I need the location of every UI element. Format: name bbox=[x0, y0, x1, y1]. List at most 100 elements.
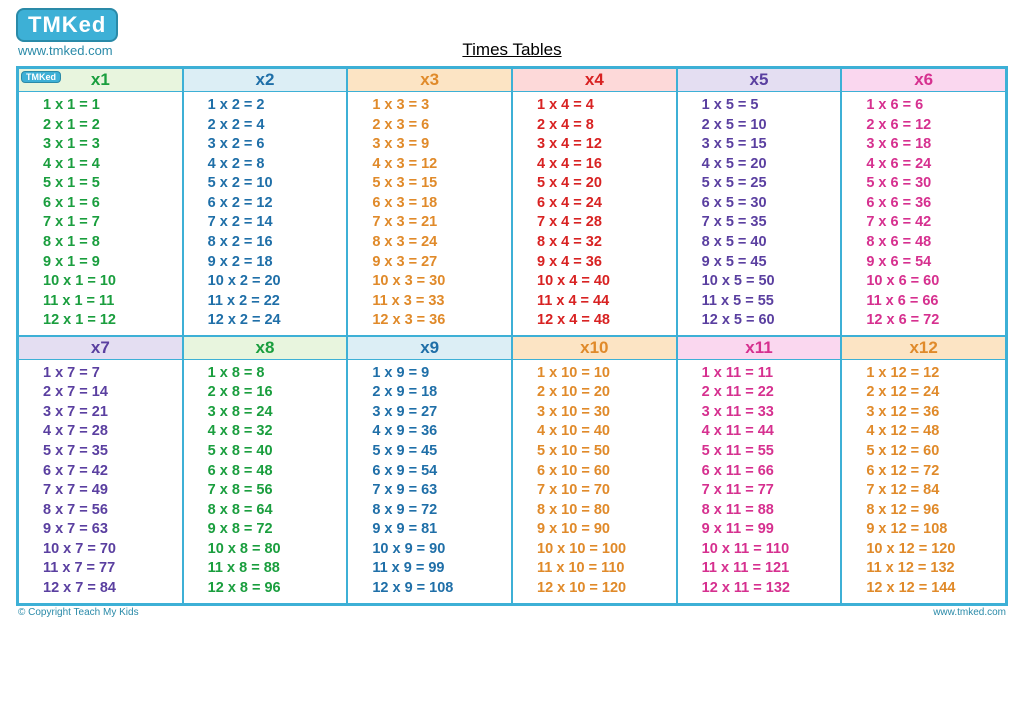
table-row: 6 x 3 = 18 bbox=[372, 194, 511, 214]
table-row: 2 x 6 = 12 bbox=[866, 116, 1005, 136]
table-header-8: x8 bbox=[184, 337, 347, 360]
table-row: 11 x 12 = 132 bbox=[866, 559, 1005, 579]
table-row: 6 x 7 = 42 bbox=[43, 462, 182, 482]
table-row: 1 x 10 = 10 bbox=[537, 364, 676, 384]
table-row: 12 x 2 = 24 bbox=[208, 311, 347, 331]
table-row: 2 x 3 = 6 bbox=[372, 116, 511, 136]
table-row: 7 x 10 = 70 bbox=[537, 481, 676, 501]
table-row: 2 x 9 = 18 bbox=[372, 383, 511, 403]
table-row: 1 x 2 = 2 bbox=[208, 96, 347, 116]
table-row: 11 x 3 = 33 bbox=[372, 292, 511, 312]
table-cell-2: x21 x 2 = 22 x 2 = 43 x 2 = 64 x 2 = 85 … bbox=[183, 68, 348, 336]
table-row: 6 x 10 = 60 bbox=[537, 462, 676, 482]
table-row: 9 x 7 = 63 bbox=[43, 520, 182, 540]
table-row: 9 x 5 = 45 bbox=[702, 253, 841, 273]
table-rows-4: 1 x 4 = 42 x 4 = 83 x 4 = 124 x 4 = 165 … bbox=[513, 92, 676, 335]
table-row: 4 x 8 = 32 bbox=[208, 422, 347, 442]
table-row: 9 x 11 = 99 bbox=[702, 520, 841, 540]
table-row: 6 x 12 = 72 bbox=[866, 462, 1005, 482]
table-row: 4 x 5 = 20 bbox=[702, 155, 841, 175]
table-row: 9 x 8 = 72 bbox=[208, 520, 347, 540]
table-cell-7: x71 x 7 = 72 x 7 = 143 x 7 = 214 x 7 = 2… bbox=[18, 336, 183, 604]
table-row: 5 x 3 = 15 bbox=[372, 174, 511, 194]
table-row: 4 x 4 = 16 bbox=[537, 155, 676, 175]
table-header-3: x3 bbox=[348, 69, 511, 92]
table-row: 7 x 6 = 42 bbox=[866, 213, 1005, 233]
table-cell-12: x121 x 12 = 122 x 12 = 243 x 12 = 364 x … bbox=[841, 336, 1006, 604]
table-header-4: x4 bbox=[513, 69, 676, 92]
table-cell-11: x111 x 11 = 112 x 11 = 223 x 11 = 334 x … bbox=[677, 336, 842, 604]
table-cell-8: x81 x 8 = 82 x 8 = 163 x 8 = 244 x 8 = 3… bbox=[183, 336, 348, 604]
table-row: 8 x 3 = 24 bbox=[372, 233, 511, 253]
table-row: 8 x 2 = 16 bbox=[208, 233, 347, 253]
table-row: 9 x 1 = 9 bbox=[43, 253, 182, 273]
table-row: 8 x 11 = 88 bbox=[702, 501, 841, 521]
table-row: 9 x 4 = 36 bbox=[537, 253, 676, 273]
table-row: 5 x 2 = 10 bbox=[208, 174, 347, 194]
table-row: 10 x 9 = 90 bbox=[372, 540, 511, 560]
mini-logo: TMKed bbox=[21, 71, 61, 83]
table-row: 10 x 10 = 100 bbox=[537, 540, 676, 560]
table-rows-5: 1 x 5 = 52 x 5 = 103 x 5 = 154 x 5 = 205… bbox=[678, 92, 841, 335]
table-row: 12 x 1 = 12 bbox=[43, 311, 182, 331]
table-row: 3 x 7 = 21 bbox=[43, 403, 182, 423]
table-row: 3 x 2 = 6 bbox=[208, 135, 347, 155]
table-row: 12 x 6 = 72 bbox=[866, 311, 1005, 331]
table-row: 5 x 5 = 25 bbox=[702, 174, 841, 194]
table-row: 4 x 12 = 48 bbox=[866, 422, 1005, 442]
table-row: 4 x 10 = 40 bbox=[537, 422, 676, 442]
table-row: 10 x 12 = 120 bbox=[866, 540, 1005, 560]
footer: © Copyright Teach My Kids www.tmked.com bbox=[16, 607, 1008, 618]
table-row: 5 x 7 = 35 bbox=[43, 442, 182, 462]
table-row: 9 x 2 = 18 bbox=[208, 253, 347, 273]
table-row: 6 x 11 = 66 bbox=[702, 462, 841, 482]
table-row: 1 x 1 = 1 bbox=[43, 96, 182, 116]
table-row: 8 x 4 = 32 bbox=[537, 233, 676, 253]
table-row: 12 x 12 = 144 bbox=[866, 579, 1005, 599]
table-rows-3: 1 x 3 = 32 x 3 = 63 x 3 = 94 x 3 = 125 x… bbox=[348, 92, 511, 335]
table-row: 1 x 9 = 9 bbox=[372, 364, 511, 384]
table-row: 4 x 7 = 28 bbox=[43, 422, 182, 442]
table-row: 7 x 11 = 77 bbox=[702, 481, 841, 501]
table-row: 5 x 4 = 20 bbox=[537, 174, 676, 194]
table-row: 11 x 9 = 99 bbox=[372, 559, 511, 579]
table-row: 12 x 10 = 120 bbox=[537, 579, 676, 599]
table-row: 12 x 11 = 132 bbox=[702, 579, 841, 599]
table-row: 10 x 7 = 70 bbox=[43, 540, 182, 560]
table-row: 3 x 10 = 30 bbox=[537, 403, 676, 423]
table-row: 7 x 8 = 56 bbox=[208, 481, 347, 501]
footer-copyright: © Copyright Teach My Kids bbox=[18, 607, 139, 618]
table-row: 8 x 6 = 48 bbox=[866, 233, 1005, 253]
table-row: 6 x 2 = 12 bbox=[208, 194, 347, 214]
table-row: 9 x 9 = 81 bbox=[372, 520, 511, 540]
table-row: 6 x 1 = 6 bbox=[43, 194, 182, 214]
table-row: 4 x 3 = 12 bbox=[372, 155, 511, 175]
table-row: 2 x 7 = 14 bbox=[43, 383, 182, 403]
table-row: 2 x 8 = 16 bbox=[208, 383, 347, 403]
table-row: 2 x 11 = 22 bbox=[702, 383, 841, 403]
table-cell-10: x101 x 10 = 102 x 10 = 203 x 10 = 304 x … bbox=[512, 336, 677, 604]
brand-url: www.tmked.com bbox=[18, 43, 113, 58]
table-row: 10 x 4 = 40 bbox=[537, 272, 676, 292]
table-cell-4: x41 x 4 = 42 x 4 = 83 x 4 = 124 x 4 = 16… bbox=[512, 68, 677, 336]
table-row: 11 x 8 = 88 bbox=[208, 559, 347, 579]
table-row: 9 x 10 = 90 bbox=[537, 520, 676, 540]
table-row: 5 x 9 = 45 bbox=[372, 442, 511, 462]
table-row: 8 x 5 = 40 bbox=[702, 233, 841, 253]
table-header-10: x10 bbox=[513, 337, 676, 360]
table-row: 8 x 7 = 56 bbox=[43, 501, 182, 521]
table-row: 11 x 4 = 44 bbox=[537, 292, 676, 312]
table-rows-7: 1 x 7 = 72 x 7 = 143 x 7 = 214 x 7 = 285… bbox=[19, 360, 182, 603]
table-row: 4 x 9 = 36 bbox=[372, 422, 511, 442]
table-row: 3 x 3 = 9 bbox=[372, 135, 511, 155]
table-cell-9: x91 x 9 = 92 x 9 = 183 x 9 = 274 x 9 = 3… bbox=[347, 336, 512, 604]
table-row: 11 x 5 = 55 bbox=[702, 292, 841, 312]
table-row: 3 x 1 = 3 bbox=[43, 135, 182, 155]
table-cell-6: x61 x 6 = 62 x 6 = 123 x 6 = 184 x 6 = 2… bbox=[841, 68, 1006, 336]
table-row: 11 x 10 = 110 bbox=[537, 559, 676, 579]
table-row: 6 x 4 = 24 bbox=[537, 194, 676, 214]
page-title: Times Tables bbox=[16, 40, 1008, 60]
table-row: 4 x 6 = 24 bbox=[866, 155, 1005, 175]
table-row: 6 x 8 = 48 bbox=[208, 462, 347, 482]
table-row: 8 x 8 = 64 bbox=[208, 501, 347, 521]
